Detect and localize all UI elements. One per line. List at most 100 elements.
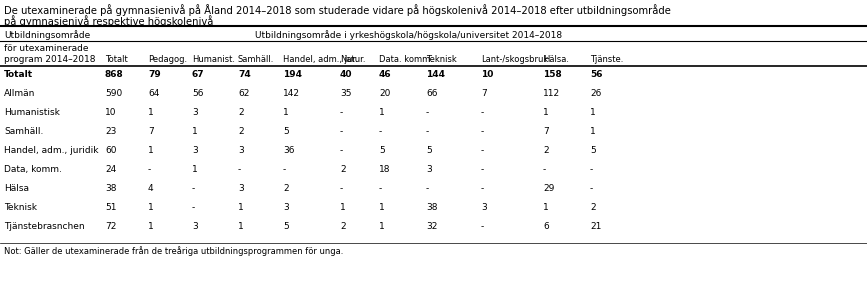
Text: 3: 3 <box>238 146 244 155</box>
Text: 1: 1 <box>192 127 198 136</box>
Text: 10: 10 <box>105 108 116 117</box>
Text: -: - <box>481 127 485 136</box>
Text: 590: 590 <box>105 89 122 98</box>
Text: 868: 868 <box>105 70 124 79</box>
Text: 74: 74 <box>238 70 251 79</box>
Text: 1: 1 <box>590 108 596 117</box>
Text: 1: 1 <box>543 108 549 117</box>
Text: -: - <box>379 127 382 136</box>
Text: Data. komm.: Data. komm. <box>379 55 433 64</box>
Text: 2: 2 <box>590 203 596 212</box>
Text: Utbildningsområde: Utbildningsområde <box>4 30 90 40</box>
Text: -: - <box>192 203 195 212</box>
Text: 144: 144 <box>426 70 445 79</box>
Text: Teknisk: Teknisk <box>4 203 37 212</box>
Text: 26: 26 <box>590 89 602 98</box>
Text: 1: 1 <box>238 222 244 231</box>
Text: -: - <box>481 165 485 174</box>
Text: Allmän: Allmän <box>4 89 36 98</box>
Text: 40: 40 <box>340 70 353 79</box>
Text: 1: 1 <box>148 108 153 117</box>
Text: 3: 3 <box>238 184 244 193</box>
Text: Teknisk: Teknisk <box>426 55 457 64</box>
Text: 4: 4 <box>148 184 153 193</box>
Text: 1: 1 <box>148 146 153 155</box>
Text: Totalt: Totalt <box>4 70 33 79</box>
Text: program 2014–2018: program 2014–2018 <box>4 55 95 64</box>
Text: Humanist.: Humanist. <box>192 55 235 64</box>
Text: Tjänstebrasnchen: Tjänstebrasnchen <box>4 222 85 231</box>
Text: Hälsa.: Hälsa. <box>543 55 569 64</box>
Text: 7: 7 <box>543 127 549 136</box>
Text: 1: 1 <box>379 203 385 212</box>
Text: 1: 1 <box>590 127 596 136</box>
Text: 2: 2 <box>283 184 289 193</box>
Text: Samhäll.: Samhäll. <box>4 127 43 136</box>
Text: 1: 1 <box>340 203 346 212</box>
Text: 35: 35 <box>340 89 351 98</box>
Text: 3: 3 <box>192 108 198 117</box>
Text: Pedagog.: Pedagog. <box>148 55 187 64</box>
Text: -: - <box>590 184 593 193</box>
Text: 3: 3 <box>283 203 289 212</box>
Text: Hälsa: Hälsa <box>4 184 29 193</box>
Text: 62: 62 <box>238 89 250 98</box>
Text: -: - <box>238 165 241 174</box>
Text: Totalt: Totalt <box>105 55 127 64</box>
Text: Utbildningsområde i yrkeshögskola/högskola/universitet 2014–2018: Utbildningsområde i yrkeshögskola/högsko… <box>255 30 562 40</box>
Text: -: - <box>426 108 429 117</box>
Text: Not: Gäller de utexaminerade från de treåriga utbildningsprogrammen för unga.: Not: Gäller de utexaminerade från de tre… <box>4 246 343 256</box>
Text: 36: 36 <box>283 146 295 155</box>
Text: 5: 5 <box>590 146 596 155</box>
Text: på gymnasienivå respektive högskolenivå: på gymnasienivå respektive högskolenivå <box>4 15 213 27</box>
Text: 67: 67 <box>192 70 205 79</box>
Text: 60: 60 <box>105 146 116 155</box>
Text: 2: 2 <box>340 165 346 174</box>
Text: Tjänste.: Tjänste. <box>590 55 623 64</box>
Text: 20: 20 <box>379 89 390 98</box>
Text: -: - <box>481 184 485 193</box>
Text: 2: 2 <box>238 108 244 117</box>
Text: 2: 2 <box>543 146 549 155</box>
Text: -: - <box>426 127 429 136</box>
Text: 21: 21 <box>590 222 602 231</box>
Text: 64: 64 <box>148 89 160 98</box>
Text: 194: 194 <box>283 70 302 79</box>
Text: -: - <box>426 184 429 193</box>
Text: 38: 38 <box>105 184 116 193</box>
Text: Lant-/skogsbruk: Lant-/skogsbruk <box>481 55 548 64</box>
Text: 3: 3 <box>481 203 486 212</box>
Text: 7: 7 <box>481 89 486 98</box>
Text: 6: 6 <box>543 222 549 231</box>
Text: 29: 29 <box>543 184 554 193</box>
Text: 5: 5 <box>283 222 289 231</box>
Text: -: - <box>481 146 485 155</box>
Text: 79: 79 <box>148 70 160 79</box>
Text: Samhäll.: Samhäll. <box>238 55 274 64</box>
Text: 32: 32 <box>426 222 437 231</box>
Text: Handel, adm., jur.: Handel, adm., jur. <box>283 55 358 64</box>
Text: 1: 1 <box>543 203 549 212</box>
Text: 24: 24 <box>105 165 116 174</box>
Text: 46: 46 <box>379 70 392 79</box>
Text: 2: 2 <box>238 127 244 136</box>
Text: 3: 3 <box>426 165 432 174</box>
Text: Humanistisk: Humanistisk <box>4 108 60 117</box>
Text: 112: 112 <box>543 89 560 98</box>
Text: 38: 38 <box>426 203 438 212</box>
Text: 66: 66 <box>426 89 438 98</box>
Text: De utexaminerade på gymnasienivå på Åland 2014–2018 som studerade vidare på högs: De utexaminerade på gymnasienivå på Ålan… <box>4 4 671 16</box>
Text: Handel, adm., juridik: Handel, adm., juridik <box>4 146 99 155</box>
Text: 3: 3 <box>192 222 198 231</box>
Text: -: - <box>283 165 286 174</box>
Text: -: - <box>192 184 195 193</box>
Text: -: - <box>379 184 382 193</box>
Text: -: - <box>340 146 343 155</box>
Text: -: - <box>590 165 593 174</box>
Text: 1: 1 <box>283 108 289 117</box>
Text: 1: 1 <box>379 222 385 231</box>
Text: 23: 23 <box>105 127 116 136</box>
Text: 3: 3 <box>192 146 198 155</box>
Text: -: - <box>340 184 343 193</box>
Text: Data, komm.: Data, komm. <box>4 165 62 174</box>
